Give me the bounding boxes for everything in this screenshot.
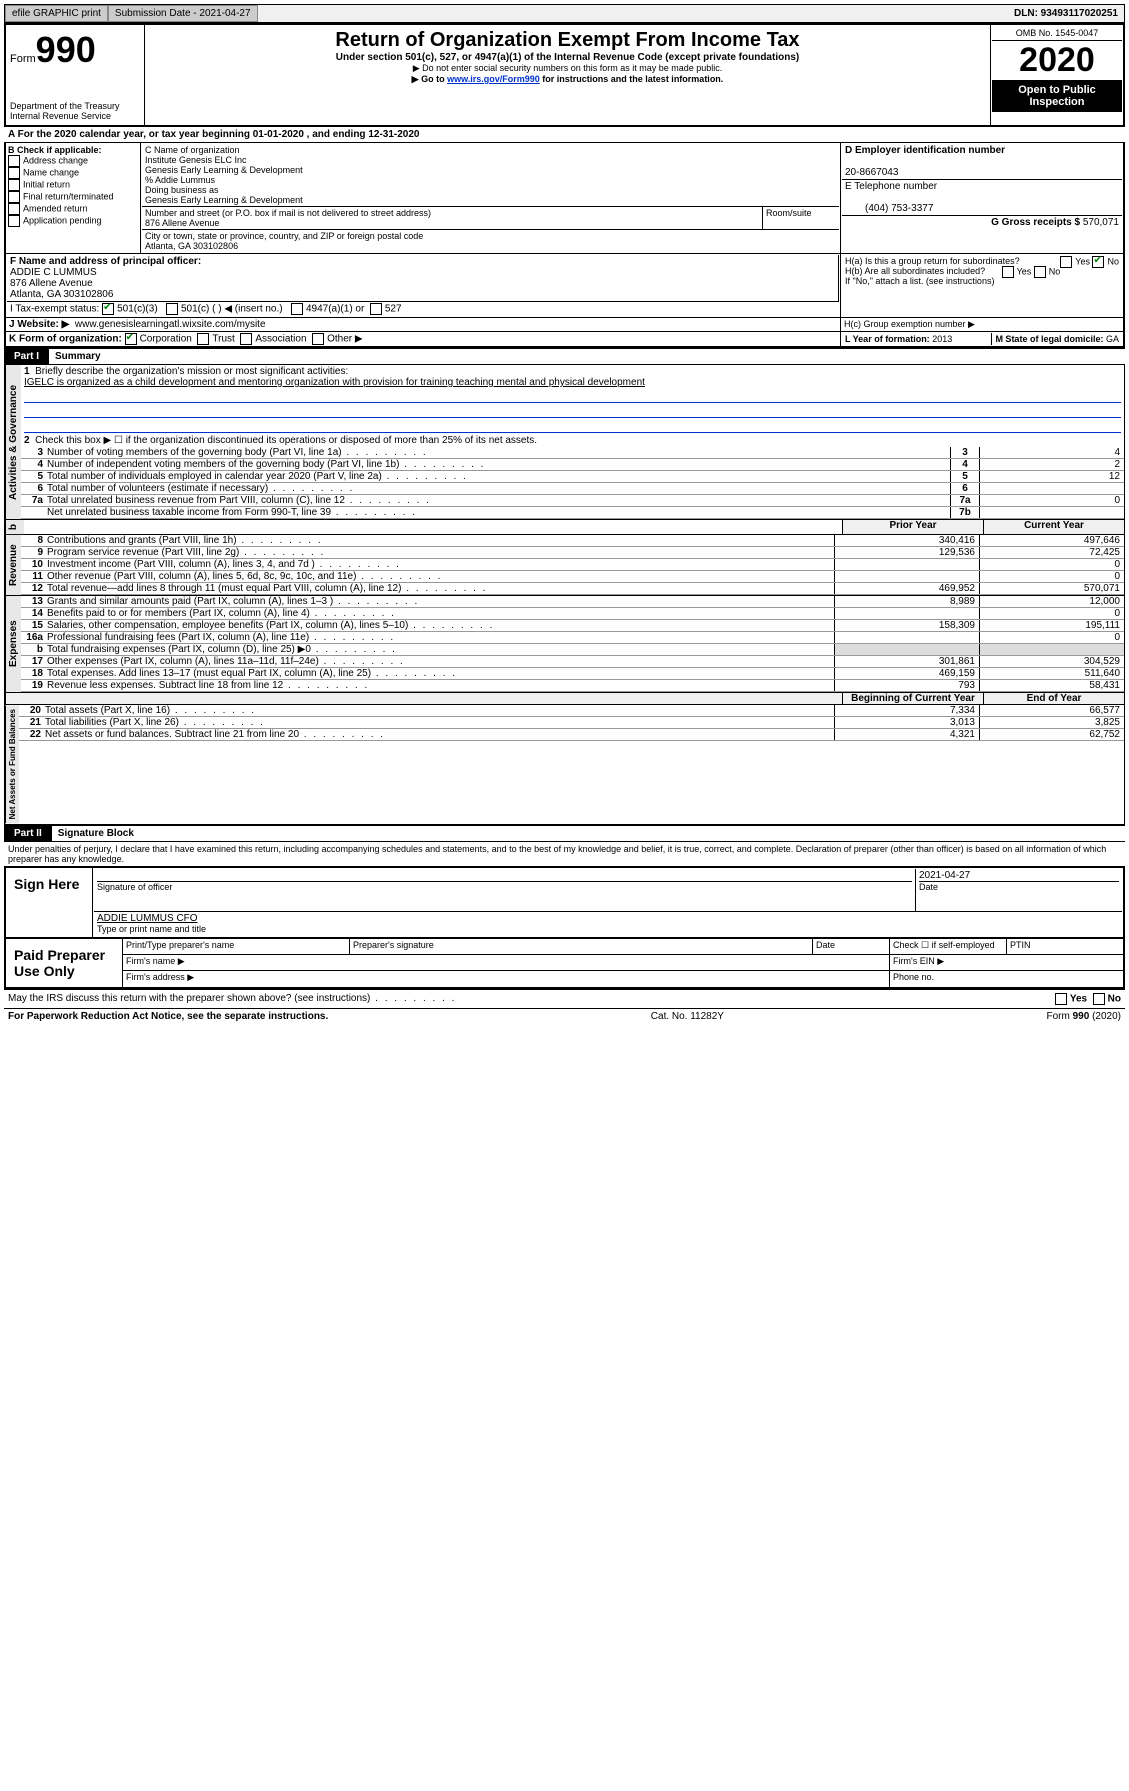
box-k-label: K Form of organization:	[9, 334, 122, 345]
k-corp[interactable]	[125, 333, 137, 345]
k-trust[interactable]	[197, 333, 209, 345]
checkbox-4947[interactable]	[291, 303, 303, 315]
box-c-label: C Name of organization	[145, 145, 240, 155]
form-header: Form990 Department of the Treasury Inter…	[4, 23, 1125, 127]
form-subtitle: Under section 501(c), 527, or 4947(a)(1)…	[149, 52, 986, 63]
omb: OMB No. 1545-0047	[992, 26, 1122, 41]
footer-mid: Cat. No. 11282Y	[651, 1011, 724, 1022]
irs-link[interactable]: www.irs.gov/Form990	[447, 74, 540, 84]
org-name: Institute Genesis ELC Inc	[145, 155, 247, 165]
officer-addr2: Atlanta, GA 303102806	[10, 289, 113, 300]
efile-btn[interactable]: efile GRAPHIC print	[5, 5, 108, 22]
section-rev: Revenue	[5, 535, 21, 595]
box-e-label: E Telephone number	[845, 181, 937, 192]
note-goto: ▶ Go to www.irs.gov/Form990 for instruct…	[149, 74, 986, 85]
footer-right: Form 990 (2020)	[1047, 1011, 1121, 1022]
hb-note: If "No," attach a list. (see instruction…	[845, 276, 994, 286]
dba: Genesis Early Learning & Development	[145, 195, 303, 205]
section-exp: Expenses	[5, 596, 21, 692]
box-j-label: J Website: ▶	[9, 319, 69, 330]
submission-date: Submission Date - 2021-04-27	[108, 5, 258, 22]
sign-here: Sign Here	[14, 876, 79, 892]
dept: Department of the Treasury Internal Reve…	[10, 101, 140, 121]
state-domicile: GA	[1106, 334, 1119, 344]
box-b-label: B Check if applicable:	[8, 145, 138, 155]
paid-preparer: Paid Preparer Use Only	[14, 947, 105, 979]
col-prior: Prior Year	[842, 520, 983, 534]
gross-receipts: 570,071	[1083, 217, 1119, 228]
note-ssn: ▶ Do not enter social security numbers o…	[149, 63, 986, 74]
tax-year: 2020	[992, 41, 1122, 80]
checkbox-501c3[interactable]	[102, 303, 114, 315]
officer-name: ADDIE C LUMMUS	[10, 267, 97, 278]
prep-sig-lbl: Preparer's signature	[350, 939, 813, 955]
checkbox[interactable]	[8, 215, 20, 227]
topbar: efile GRAPHIC print Submission Date - 20…	[4, 4, 1125, 23]
open-public: Open to Public Inspection	[992, 80, 1122, 112]
box-f-label: F Name and address of principal officer:	[10, 256, 201, 267]
care-of: % Addie Lummus	[145, 175, 215, 185]
discuss-no[interactable]	[1093, 993, 1105, 1005]
checkbox-527[interactable]	[370, 303, 382, 315]
discuss: May the IRS discuss this return with the…	[8, 993, 456, 1005]
k-other[interactable]	[312, 333, 324, 345]
part1-bar: Part I Summary	[4, 348, 1125, 365]
checkbox[interactable]	[8, 203, 20, 215]
officer-typed: ADDIE LUMMUS CFO	[97, 913, 198, 924]
hdr-b: b	[5, 520, 24, 534]
perjury: Under penalties of perjury, I declare th…	[4, 842, 1125, 866]
ein: 20-8667043	[845, 167, 898, 178]
dln: DLN: 93493117020251	[1008, 6, 1124, 21]
footer-left: For Paperwork Reduction Act Notice, see …	[8, 1011, 328, 1022]
box-g-label: G Gross receipts $	[991, 217, 1080, 228]
checkbox[interactable]	[8, 167, 20, 179]
section-ag: Activities & Governance	[5, 365, 21, 519]
street-addr: 876 Allene Avenue	[145, 218, 219, 228]
ha-yes[interactable]	[1060, 256, 1072, 268]
officer-addr1: 876 Allene Avenue	[10, 278, 93, 289]
sig-date: 2021-04-27	[919, 870, 970, 881]
part2-bar: Part II Signature Block	[4, 825, 1125, 842]
k-assoc[interactable]	[240, 333, 252, 345]
col-curr: Current Year	[983, 520, 1124, 534]
col-end: End of Year	[983, 693, 1124, 704]
city: Atlanta, GA 303102806	[145, 241, 238, 251]
checkbox[interactable]	[8, 155, 20, 167]
box-d-label: D Employer identification number	[845, 145, 1005, 156]
org-line2: Genesis Early Learning & Development	[145, 165, 303, 175]
ha-label: H(a) Is this a group return for subordin…	[845, 256, 1020, 266]
self-employed: Check ☐ if self-employed	[890, 939, 1007, 955]
q2: Check this box ▶ ☐ if the organization d…	[35, 435, 537, 446]
box-i-label: I Tax-exempt status:	[10, 304, 99, 315]
hb-no[interactable]	[1034, 266, 1046, 278]
room-label: Room/suite	[763, 207, 839, 229]
addr-label: Number and street (or P.O. box if mail i…	[145, 208, 431, 218]
ptin-lbl: PTIN	[1007, 939, 1125, 955]
dba-label: Doing business as	[145, 185, 219, 195]
website: www.genesislearningatl.wixsite.com/mysit…	[75, 319, 266, 330]
checkbox[interactable]	[8, 191, 20, 203]
prep-name-lbl: Print/Type preparer's name	[123, 939, 350, 955]
hc-label: H(c) Group exemption number ▶	[844, 319, 975, 329]
checkbox[interactable]	[8, 179, 20, 191]
form-number: Form990	[10, 29, 140, 71]
row-a: A For the 2020 calendar year, or tax yea…	[4, 127, 1125, 143]
form-title: Return of Organization Exempt From Incom…	[149, 29, 986, 52]
hb-yes[interactable]	[1002, 266, 1014, 278]
year-formation: 2013	[932, 334, 952, 344]
q1-label: Briefly describe the organization's miss…	[35, 366, 348, 377]
city-label: City or town, state or province, country…	[145, 231, 423, 241]
col-beg: Beginning of Current Year	[842, 693, 983, 704]
section-na: Net Assets or Fund Balances	[5, 705, 19, 823]
ha-no[interactable]	[1092, 256, 1104, 268]
phone: (404) 753-3377	[845, 203, 933, 214]
mission-text: IGELC is organized as a child developmen…	[24, 377, 645, 388]
checkbox-501c[interactable]	[166, 303, 178, 315]
discuss-yes[interactable]	[1055, 993, 1067, 1005]
prep-date-lbl: Date	[813, 939, 890, 955]
hb-label: H(b) Are all subordinates included?	[845, 266, 985, 276]
